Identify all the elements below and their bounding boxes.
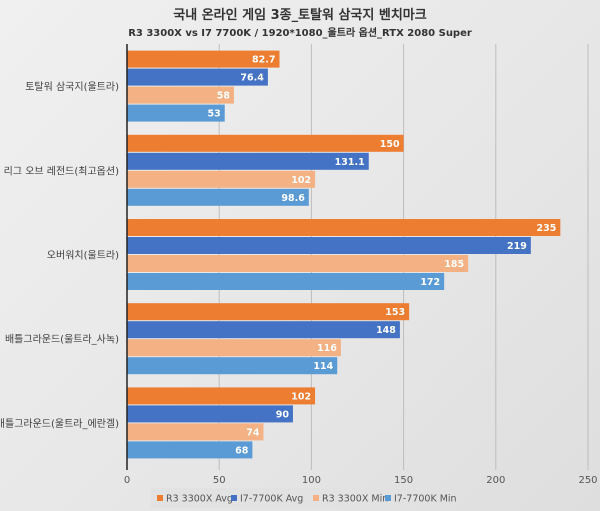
bar xyxy=(127,237,531,254)
legend-label: R3 3300X Min xyxy=(322,494,388,505)
data-label: 90 xyxy=(276,409,290,420)
category-label: 배틀그라운드(울트라_사녹) xyxy=(5,334,119,346)
bar xyxy=(127,68,268,86)
bar xyxy=(127,219,561,236)
category-label: 토탈워 삼국지(울트라) xyxy=(25,80,119,93)
data-label: 235 xyxy=(536,223,556,234)
bar xyxy=(127,152,369,170)
bar xyxy=(127,188,309,206)
bar xyxy=(127,357,338,375)
bar xyxy=(127,50,280,68)
legend-swatch xyxy=(313,495,319,501)
x-tick-label: 50 xyxy=(213,475,226,486)
data-label: 131.1 xyxy=(335,157,365,168)
data-label: 58 xyxy=(217,91,231,102)
bar xyxy=(127,273,445,290)
bar xyxy=(127,104,225,122)
data-label: 82.7 xyxy=(252,55,275,66)
data-label: 102 xyxy=(291,175,311,186)
bar xyxy=(127,86,234,104)
bar xyxy=(127,170,316,188)
data-label: 74 xyxy=(246,427,260,438)
data-label: 68 xyxy=(235,445,249,456)
data-label: 102 xyxy=(291,391,311,402)
legend-label: R3 3300X Avg xyxy=(166,494,233,505)
bar xyxy=(127,387,316,405)
x-tick-label: 100 xyxy=(302,475,321,486)
legend-box xyxy=(151,488,347,508)
data-label: 219 xyxy=(507,241,527,252)
data-label: 114 xyxy=(313,361,333,372)
x-tick-label: 150 xyxy=(394,475,413,486)
data-label: 148 xyxy=(376,325,396,336)
chart-subtitle: R3 3300X vs I7 7700K / 1920*1080_울트라 옵션_… xyxy=(128,28,472,39)
bar xyxy=(127,441,253,459)
legend-label: I7-7700K Avg xyxy=(240,494,303,505)
data-label: 153 xyxy=(385,307,405,318)
data-label: 185 xyxy=(444,259,464,270)
data-label: 98.6 xyxy=(281,193,305,204)
bar xyxy=(127,405,293,423)
data-label: 150 xyxy=(380,139,400,150)
bar xyxy=(127,303,410,321)
legend-label: I7-7700K Min xyxy=(394,494,457,505)
x-tick-label: 0 xyxy=(124,475,130,486)
bar xyxy=(127,255,469,272)
bar xyxy=(127,339,341,357)
legend-swatch xyxy=(157,495,163,501)
category-label: 리그 오브 레전드(최고옵션) xyxy=(4,165,119,177)
x-tick-label: 250 xyxy=(578,475,597,486)
x-tick-label: 200 xyxy=(486,475,505,486)
bar xyxy=(127,423,264,441)
data-label: 53 xyxy=(207,109,220,120)
legend-swatch xyxy=(231,495,237,501)
legend-swatch xyxy=(385,495,391,501)
bar xyxy=(127,321,400,339)
category-label: 오버워치(울트라) xyxy=(47,249,119,262)
data-label: 116 xyxy=(317,343,337,354)
bar xyxy=(127,134,404,152)
chart-title: 국내 온라인 게임 3종_토탈워 삼국지 벤치마크 xyxy=(173,8,427,23)
category-label: 배틀그라운드(울트라_에란겔) xyxy=(0,418,119,430)
data-label: 172 xyxy=(420,277,440,288)
data-label: 76.4 xyxy=(240,73,264,84)
